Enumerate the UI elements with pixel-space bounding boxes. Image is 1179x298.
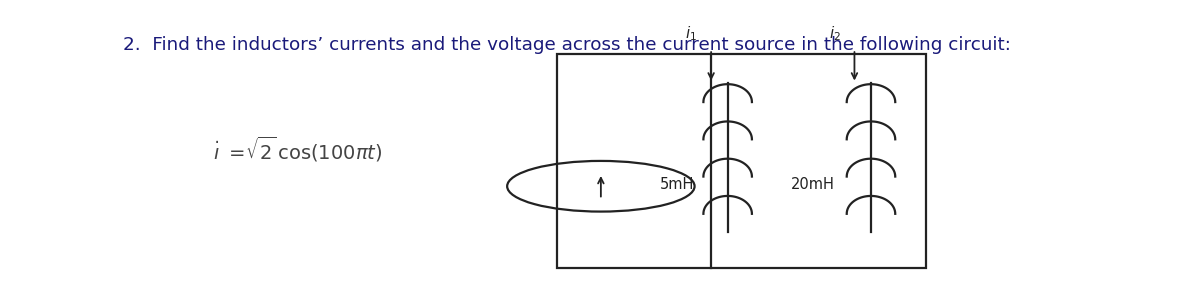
Text: 2.  Find the inductors’ currents and the voltage across the current source in th: 2. Find the inductors’ currents and the … (124, 36, 1012, 54)
Text: $i_1$: $i_1$ (685, 24, 697, 43)
Text: 20mH: 20mH (791, 177, 835, 192)
Text: 5mH: 5mH (660, 177, 694, 192)
Bar (556, 54, 927, 268)
Text: $\dot{\imath}\ =\!\sqrt{2}\,\mathrm{cos}(100\pi t)$: $\dot{\imath}\ =\!\sqrt{2}\,\mathrm{cos}… (213, 134, 382, 164)
Text: $i_2$: $i_2$ (829, 24, 841, 43)
